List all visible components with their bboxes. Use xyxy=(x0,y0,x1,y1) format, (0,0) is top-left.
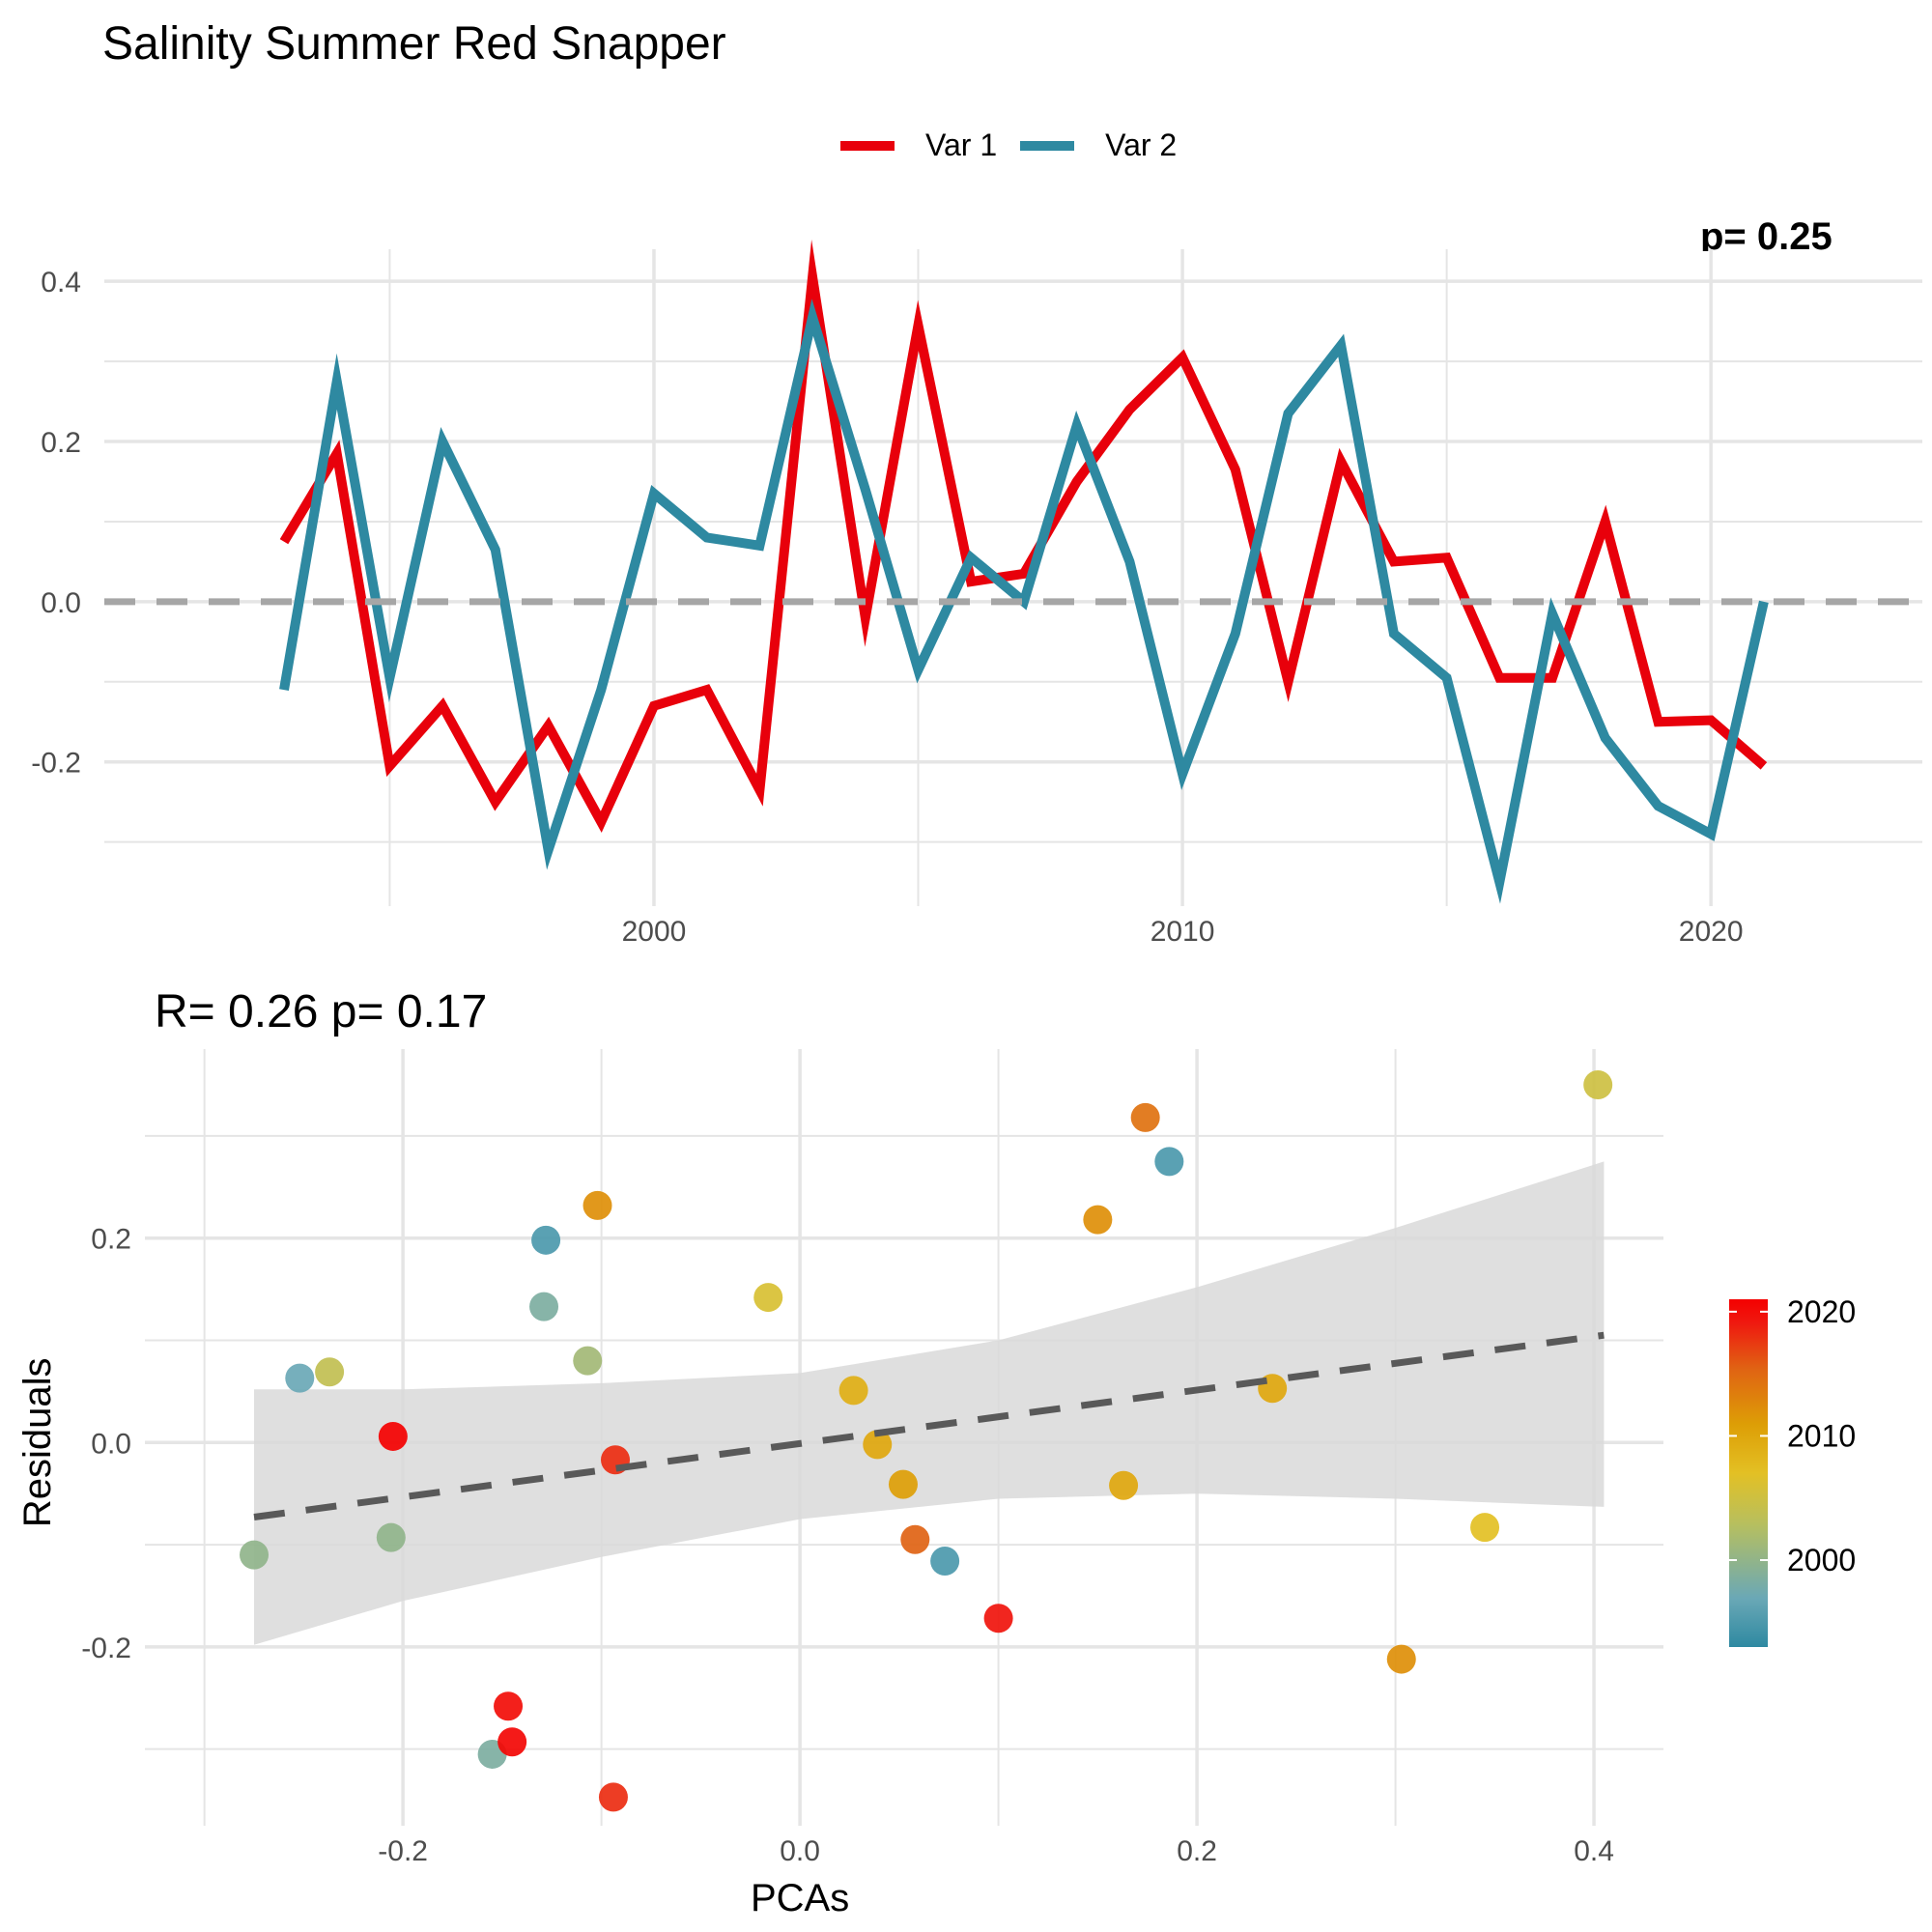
scatter-point xyxy=(1386,1644,1416,1674)
scatter-points xyxy=(240,1070,1613,1812)
colorbar-tick-label: 2010 xyxy=(1787,1418,1856,1453)
legend-label-var1: Var 1 xyxy=(925,128,998,162)
scatter-point xyxy=(315,1357,345,1387)
scatter-point xyxy=(863,1430,893,1460)
colorbar-gradient xyxy=(1729,1299,1768,1647)
confidence-band xyxy=(254,1161,1605,1645)
scatter-title: R= 0.26 p= 0.17 xyxy=(155,986,488,1037)
legend-item-var2: Var 2 xyxy=(1020,128,1177,163)
scatter-point xyxy=(582,1190,612,1220)
y-tick-label: 0.0 xyxy=(41,587,81,619)
scatter-point xyxy=(598,1782,628,1812)
colorbar-tick-label: 2000 xyxy=(1787,1543,1856,1577)
legend-swatch-var2 xyxy=(1020,140,1075,151)
y-tick-label: 0.2 xyxy=(41,427,81,459)
scatter-point xyxy=(900,1524,930,1554)
scatter-point xyxy=(1083,1205,1113,1235)
line-chart-axes: -0.2 0.0 0.2 0.4 2000 2010 2020 xyxy=(31,267,1743,948)
y-axis-title: Residuals xyxy=(16,1357,59,1527)
scatter-point xyxy=(1470,1513,1500,1543)
scatter-y-tick-label: 0.2 xyxy=(91,1224,131,1256)
scatter-y-tick-label: 0.0 xyxy=(91,1428,131,1460)
x-axis-title: PCAs xyxy=(751,1877,849,1919)
scatter-point xyxy=(888,1469,918,1499)
legend-label-var2: Var 2 xyxy=(1105,128,1178,162)
scatter-point xyxy=(529,1292,559,1321)
x-tick-label: 2010 xyxy=(1151,916,1215,948)
scatter-y-tick-label: -0.2 xyxy=(81,1633,131,1664)
scatter-point xyxy=(285,1363,315,1393)
scatter-point xyxy=(378,1421,408,1451)
scatter-point xyxy=(983,1604,1013,1634)
scatter-x-tick-label: 0.4 xyxy=(1574,1835,1614,1867)
scatter-point xyxy=(1583,1070,1613,1100)
scatter-point xyxy=(497,1727,527,1757)
scatter-x-tick-label: -0.2 xyxy=(378,1835,428,1867)
series-line-var1 xyxy=(279,239,1768,834)
scatter-point xyxy=(531,1225,561,1255)
scatter-x-tick-label: 0.2 xyxy=(1177,1835,1217,1867)
scatter-point xyxy=(753,1283,783,1313)
scatter-point xyxy=(573,1346,603,1376)
scatter-point xyxy=(930,1547,960,1577)
scatter-point xyxy=(240,1540,270,1570)
scatter-point xyxy=(376,1522,406,1552)
legend: Var 1 Var 2 xyxy=(840,128,1200,163)
stat-annotation-top: p= 0.25 xyxy=(1700,220,1833,251)
x-tick-label: 2000 xyxy=(622,916,687,948)
scatter-point xyxy=(838,1376,868,1406)
scatter-axes: -0.2 0.0 0.2 -0.2 0.0 0.2 0.4 PCAs Residuals xyxy=(16,1224,1614,1919)
scatter-point xyxy=(494,1691,524,1721)
scatter-x-tick-label: 0.0 xyxy=(780,1835,820,1867)
colorbar-tick-label: 2020 xyxy=(1787,1294,1856,1329)
legend-item-var1: Var 1 xyxy=(840,128,997,163)
scatter-point xyxy=(1154,1147,1184,1177)
scatter-point xyxy=(1109,1470,1139,1500)
series-line-var2 xyxy=(279,298,1769,904)
x-tick-label: 2020 xyxy=(1679,916,1744,948)
scatter-confidence-band xyxy=(254,1161,1605,1645)
y-tick-label: 0.4 xyxy=(41,267,81,298)
scatter-point xyxy=(1130,1102,1160,1132)
colorbar: 2000 2010 2020 xyxy=(1729,1294,1856,1647)
line-chart-series xyxy=(104,239,1922,904)
legend-swatch-var1 xyxy=(840,140,895,151)
y-tick-label: -0.2 xyxy=(31,748,81,780)
page-title: Salinity Summer Red Snapper xyxy=(102,18,726,70)
regression-fit-line xyxy=(253,1331,1605,1520)
